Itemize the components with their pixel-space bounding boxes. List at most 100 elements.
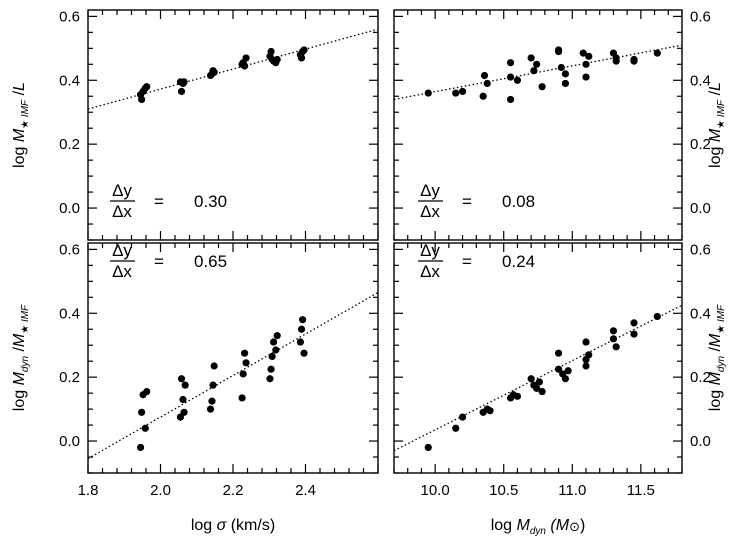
data-point [585, 351, 593, 359]
data-point [630, 55, 638, 64]
slope-annotation: Δy Δx = 0.08 [418, 181, 535, 221]
x-tick-label: 2.0 [150, 482, 171, 499]
data-point [239, 370, 247, 378]
data-point [452, 424, 460, 432]
data-point [209, 381, 217, 389]
data-point [268, 352, 276, 361]
slope-numerator: Δy [420, 181, 440, 200]
slope-annotation: Δy Δx = 0.30 [110, 181, 227, 221]
data-point [180, 78, 188, 86]
fit-line [87, 28, 379, 110]
slope-denominator: Δx [420, 202, 440, 221]
slope-numerator: Δy [420, 241, 440, 260]
data-point [266, 375, 274, 383]
slope-denominator: Δx [112, 262, 132, 281]
y-tick-label: 0.0 [690, 200, 711, 217]
data-point [141, 424, 149, 432]
slope-denominator: Δx [112, 202, 132, 221]
data-point [458, 413, 467, 421]
data-point [210, 68, 218, 76]
data-point [241, 349, 249, 357]
data-point [579, 49, 587, 57]
slope-value: 0.30 [194, 192, 227, 211]
data-point [297, 325, 306, 333]
data-point [273, 55, 281, 64]
y-tick-label: 0.6 [59, 8, 80, 25]
y-axis-title: log M★ IMF /L [11, 82, 31, 168]
y-tick-label: 0.4 [690, 305, 711, 322]
data-point [208, 397, 216, 405]
x-tick-label: 2.2 [223, 482, 244, 499]
y-tick-label: 0.6 [690, 241, 711, 258]
data-point [533, 60, 541, 68]
x-tick-label: 11.5 [627, 482, 655, 499]
data-point [458, 87, 467, 96]
data-point [452, 89, 460, 97]
data-point [483, 79, 491, 88]
data-point [241, 62, 249, 70]
slope-equals: = [154, 192, 164, 211]
data-point [297, 54, 306, 62]
x-tick-label: 10.5 [489, 482, 518, 499]
data-point [535, 378, 543, 386]
data-point [300, 349, 308, 357]
panel-top-right: 0.0 0.2 0.4 0.6 Δy Δx = 0.08 log M★ IMF /L [393, 8, 727, 241]
data-point [653, 312, 661, 321]
data-point [143, 83, 151, 91]
y-tick-label: 0.0 [59, 200, 80, 217]
data-point [561, 79, 570, 88]
data-point [612, 343, 620, 351]
data-point [486, 407, 494, 415]
data-point [242, 54, 250, 62]
data-point [527, 54, 535, 62]
data-point [138, 95, 146, 104]
data-point [554, 46, 563, 54]
data-point [506, 59, 515, 67]
data-point [242, 359, 250, 367]
y-axis-title: log M★ IMF /L [707, 82, 727, 168]
data-point [538, 83, 546, 91]
y-axis-title: log Mdyn /M★ IMF [11, 304, 31, 411]
data-point [480, 71, 489, 80]
data-point [136, 443, 145, 452]
data-point [554, 349, 563, 357]
plot-frame [393, 242, 683, 474]
data-point [506, 95, 515, 104]
data-point [538, 387, 546, 396]
data-point [506, 73, 515, 81]
data-point [612, 54, 620, 62]
data-point [177, 87, 186, 96]
data-point [561, 375, 570, 383]
data-point [564, 367, 572, 375]
slope-numerator: Δy [112, 181, 132, 200]
data-point [296, 338, 305, 346]
slope-value: 0.24 [502, 252, 535, 271]
data-point [557, 63, 565, 72]
y-tick-label: 0.2 [59, 136, 80, 153]
data-point [267, 365, 275, 373]
data-point [530, 67, 538, 75]
x-tick-label: 1.8 [78, 482, 99, 499]
y-tick-label: 0.4 [690, 72, 711, 89]
data-point [300, 46, 308, 54]
x-tick-label: 2.4 [295, 482, 316, 499]
data-point [206, 405, 215, 413]
data-point [179, 395, 187, 404]
panel-top-left: 0.0 0.2 0.4 0.6 Δy Δx = 0.30 log M★ IMF /L [11, 8, 379, 241]
data-point [138, 408, 146, 416]
y-tick-label: 0.4 [59, 72, 80, 89]
y-tick-label: 0.6 [690, 8, 711, 25]
data-point [630, 330, 638, 338]
data-point [238, 394, 246, 402]
data-point [609, 335, 618, 343]
data-point [609, 327, 618, 335]
data-point [630, 319, 638, 327]
fit-line [393, 304, 683, 452]
panel-bottom-right: 0.0 0.2 0.4 0.6 10.0 10.5 11.0 11.5 Δy Δx = 0.24 log… [393, 241, 727, 537]
y-tick-label: 0.2 [690, 136, 711, 153]
slope-denominator: Δx [420, 262, 440, 281]
data-point [177, 375, 186, 383]
slope-value: 0.08 [502, 192, 535, 211]
slope-annotation: Δy Δx = 0.24 [418, 241, 535, 281]
